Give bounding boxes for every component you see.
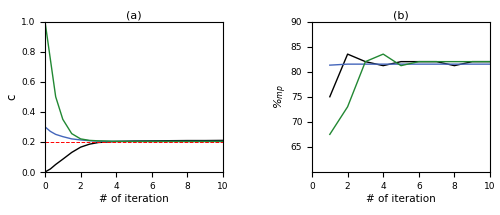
Title: (b): (b) [393,11,409,21]
Y-axis label: %$_{mp}$: %$_{mp}$ [273,84,289,109]
X-axis label: # of iteration: # of iteration [366,194,436,204]
X-axis label: # of iteration: # of iteration [99,194,169,204]
Title: (a): (a) [126,11,142,21]
Y-axis label: c: c [5,94,18,100]
